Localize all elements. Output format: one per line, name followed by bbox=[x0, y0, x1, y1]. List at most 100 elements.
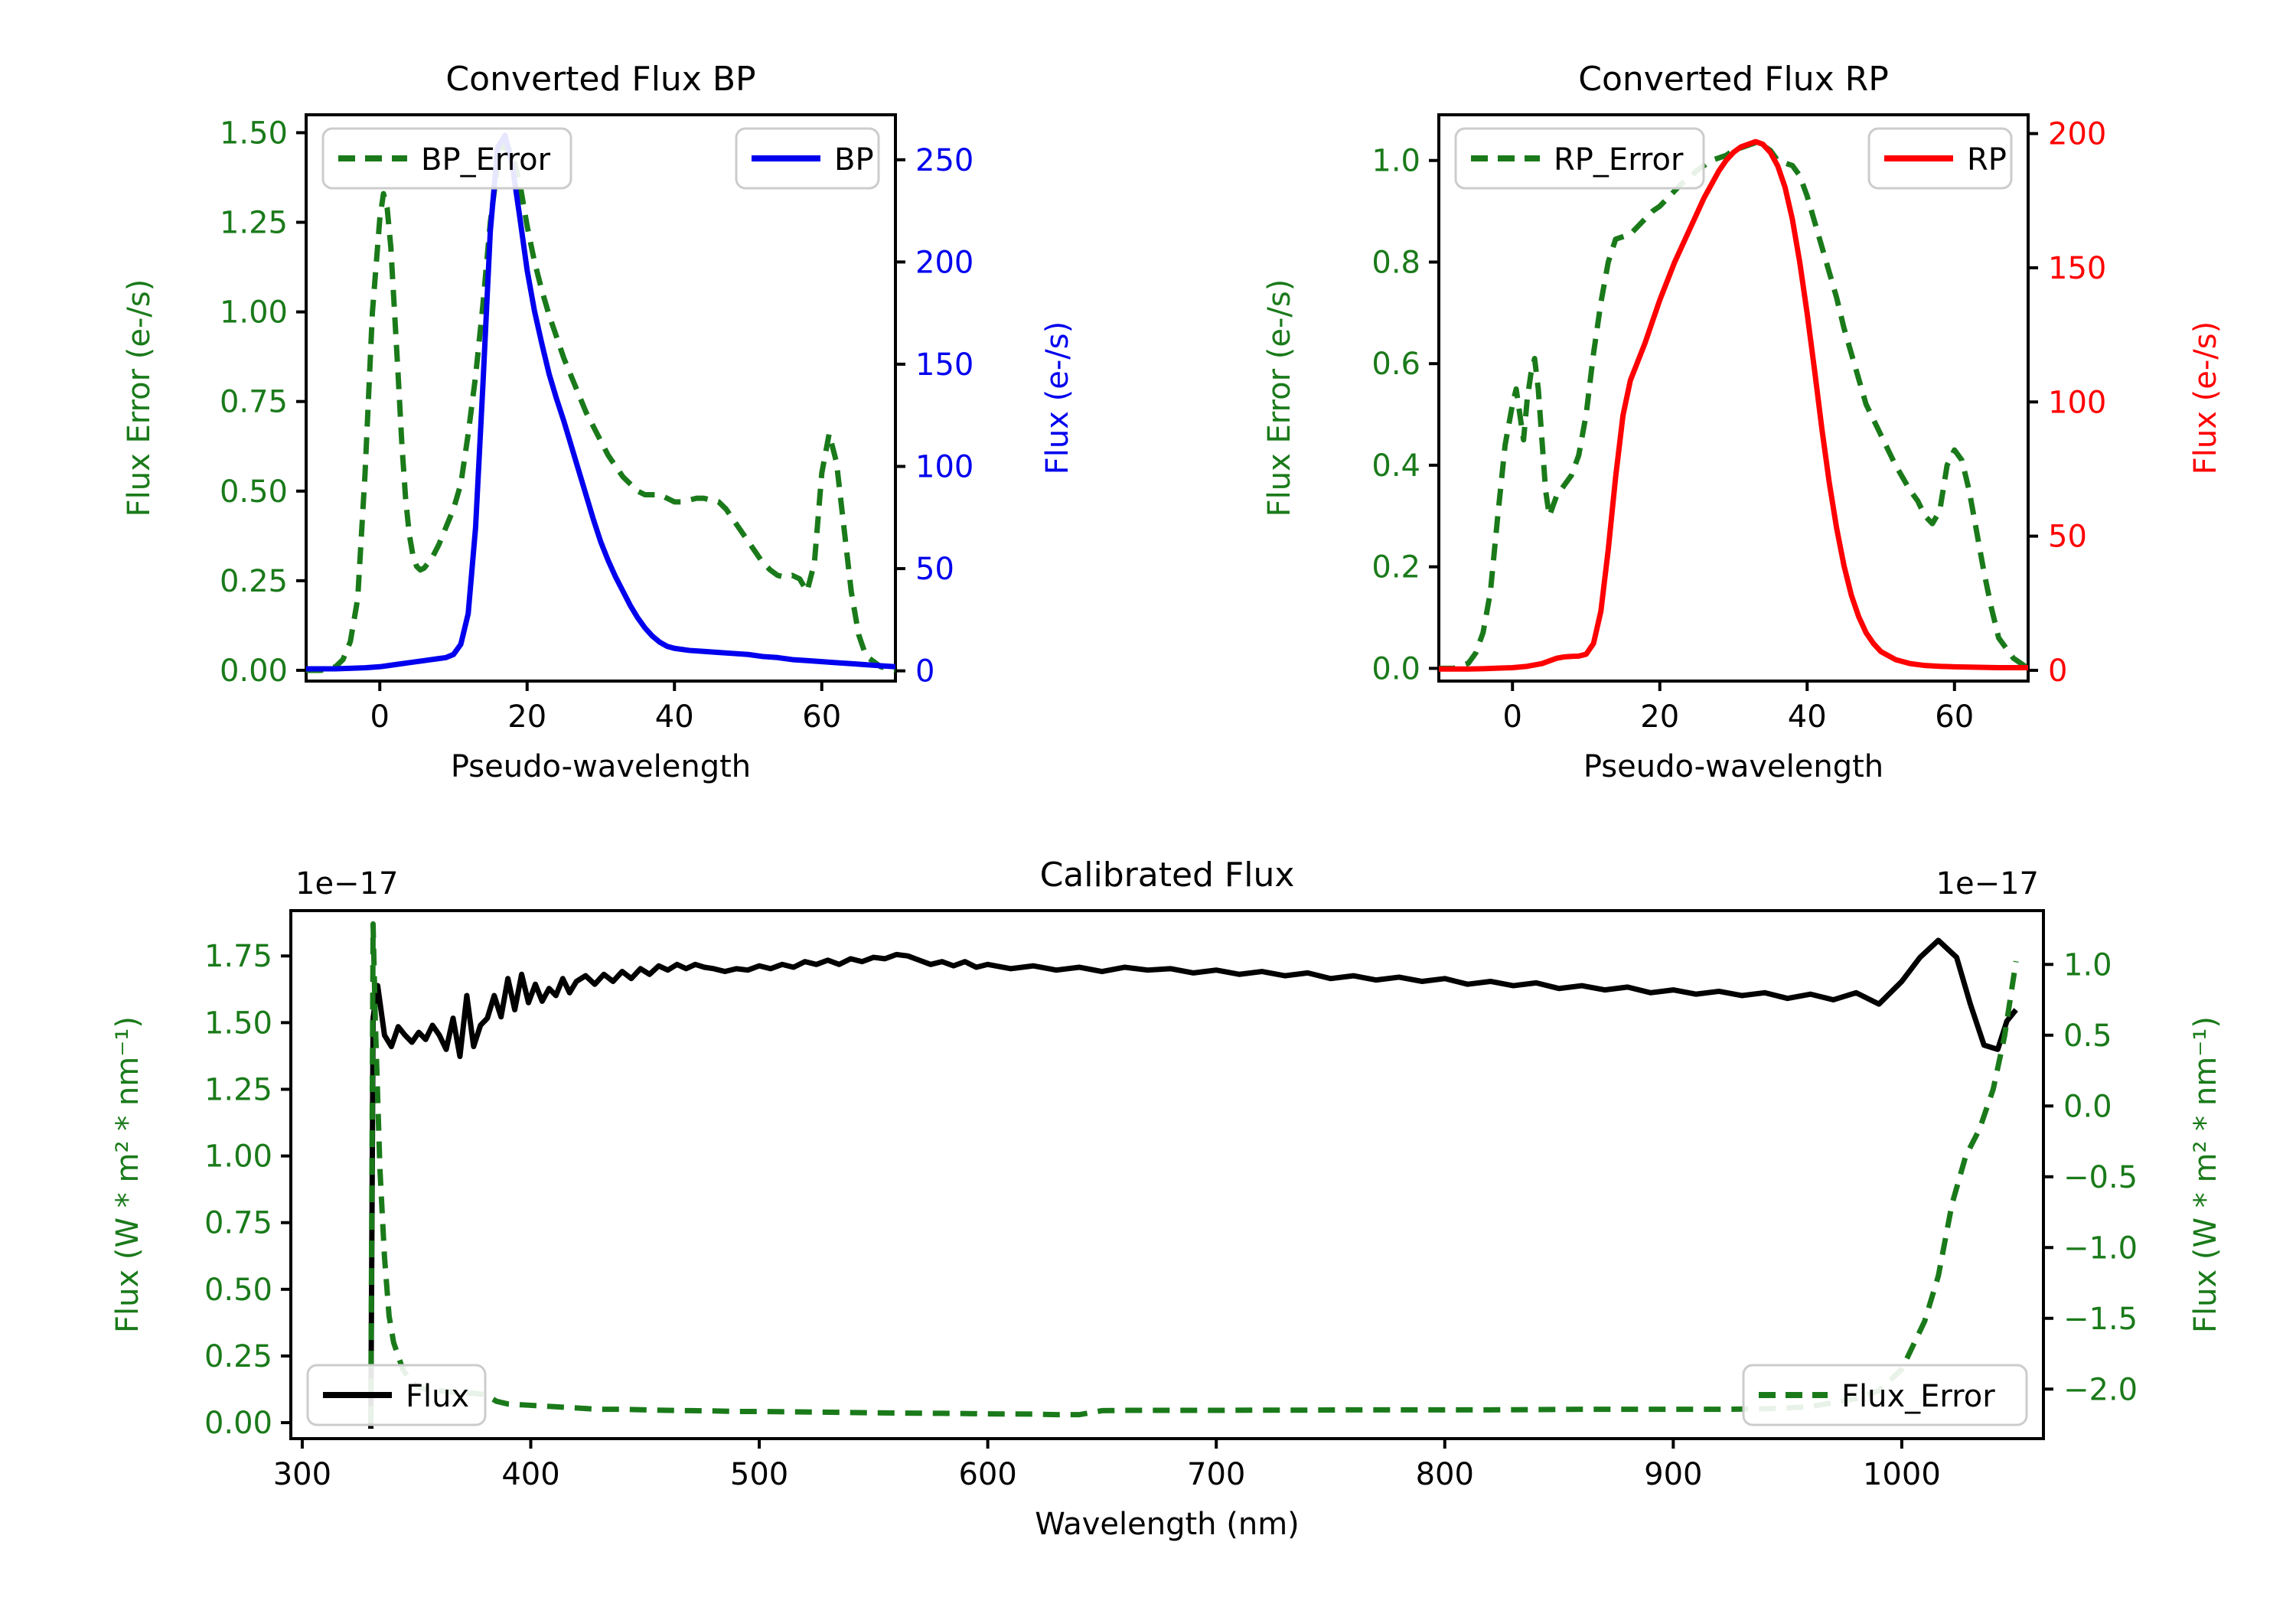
x-tick-label: 800 bbox=[1416, 1457, 1474, 1492]
legend-bp_error[interactable]: BP_Error bbox=[321, 127, 572, 190]
x-tick-label: 300 bbox=[273, 1457, 331, 1492]
y-tick-label-left: 0.50 bbox=[220, 474, 288, 510]
series-line-flux bbox=[368, 937, 2018, 1429]
legend-flux_error[interactable]: Flux_Error bbox=[1742, 1364, 2028, 1426]
y-tick-label-left: 0.25 bbox=[220, 564, 288, 599]
panel-calibrated-flux: 300 400 500 600 700 800 900 1000 0.00 0.25 0.50 0.7… bbox=[0, 842, 2296, 1607]
y-tick-label-right: 0 bbox=[915, 654, 934, 689]
x-tick-label: 40 bbox=[1788, 699, 1827, 735]
y-tick-label-left: 0.2 bbox=[1371, 550, 1420, 585]
panel-title: Calibrated Flux bbox=[1040, 856, 1295, 895]
y-tick-label-left: 1.0 bbox=[1371, 144, 1420, 179]
x-tick-label: 40 bbox=[655, 699, 694, 735]
y-tick-label-right: 200 bbox=[915, 245, 974, 280]
chart-converted-flux-bp: 0 20 40 60 0.00 0.25 0.50 0.75 1.00 1.25 1.50 0 50 10… bbox=[122, 60, 1075, 784]
y-tick-label-left: 0.6 bbox=[1371, 347, 1420, 382]
y-axis-label-left: Flux (W * m² * nm⁻¹) bbox=[110, 1016, 145, 1333]
x-tick-label: 20 bbox=[507, 699, 546, 735]
y-tick-label-left: 0.50 bbox=[204, 1273, 272, 1308]
y-tick-label-right: 200 bbox=[2048, 117, 2106, 152]
x-tick-label: 60 bbox=[802, 699, 841, 735]
legend-frame bbox=[1742, 1364, 2028, 1426]
y-tick-label-left: 1.25 bbox=[204, 1072, 272, 1107]
y-tick-label-left: 0.00 bbox=[204, 1406, 272, 1441]
y-tick-label-right: 0 bbox=[2048, 654, 2067, 689]
legend-flux[interactable]: Flux bbox=[306, 1364, 487, 1426]
series-line-bp_error bbox=[306, 140, 895, 673]
x-tick-label: 0 bbox=[370, 699, 390, 735]
legend-label: Flux_Error bbox=[1841, 1379, 1995, 1414]
y-tick-label-right: −1.0 bbox=[2063, 1231, 2138, 1266]
y-axis-label-right: Flux (W * m² * nm⁻¹) bbox=[2188, 1016, 2223, 1333]
y-axis-label-right: Flux (e-/s) bbox=[1040, 321, 1075, 474]
plot-frame bbox=[305, 113, 897, 683]
x-tick-label: 60 bbox=[1935, 699, 1974, 735]
chart-calibrated-flux: 300 400 500 600 700 800 900 1000 0.00 0.25 0.50 0.7… bbox=[110, 856, 2223, 1542]
y-tick-label-left: 0.00 bbox=[220, 654, 288, 689]
series-group bbox=[368, 921, 2019, 1429]
x-tick-label: 700 bbox=[1187, 1457, 1245, 1492]
y-tick-label-left: 1.00 bbox=[204, 1139, 272, 1175]
legend-bp[interactable]: BP bbox=[735, 127, 880, 190]
legend-label: BP_Error bbox=[421, 142, 551, 178]
legend-rp_error[interactable]: RP_Error bbox=[1454, 127, 1705, 190]
series-group bbox=[306, 132, 895, 673]
y-tick-label-right: 150 bbox=[915, 347, 974, 383]
legend-rp[interactable]: RP bbox=[1867, 127, 2013, 190]
y-tick-label-right: 0.0 bbox=[2063, 1089, 2112, 1124]
y-axis-label-left: Flux Error (e-/s) bbox=[122, 279, 157, 517]
x-tick-label: 500 bbox=[730, 1457, 788, 1492]
legend-frame bbox=[306, 1364, 487, 1426]
panel-title: Converted Flux RP bbox=[1578, 60, 1889, 99]
y-tick-label-left: 1.50 bbox=[220, 116, 288, 151]
y-tick-label-right: 150 bbox=[2048, 251, 2106, 286]
panel-converted-flux-rp: 0 20 40 60 0.0 0.2 0.4 0.6 0.8 1.0 0 50 100 150 200 Con… bbox=[1148, 60, 2296, 849]
legend-label: RP_Error bbox=[1554, 142, 1684, 178]
y-tick-label-right: 100 bbox=[2048, 385, 2106, 420]
y-tick-label-left: 0.25 bbox=[204, 1339, 272, 1374]
y-axis-label-left: Flux Error (e-/s) bbox=[1262, 279, 1297, 517]
y-tick-label-right: −2.0 bbox=[2063, 1372, 2138, 1407]
y-tick-label-right: −0.5 bbox=[2063, 1160, 2138, 1195]
x-tick-label: 900 bbox=[1644, 1457, 1702, 1492]
y-tick-label-left: 0.4 bbox=[1371, 448, 1420, 484]
series-group bbox=[1439, 139, 2028, 672]
x-axis-label: Pseudo-wavelength bbox=[1583, 749, 1883, 784]
plot-frame bbox=[1437, 113, 2030, 683]
series-line-bp bbox=[306, 132, 895, 672]
offset-text-left: 1e−17 bbox=[295, 866, 398, 901]
x-tick-label: 20 bbox=[1640, 699, 1679, 735]
y-tick-label-right: 100 bbox=[915, 449, 974, 484]
y-tick-label-left: 0.8 bbox=[1371, 245, 1420, 280]
plot-frame bbox=[289, 909, 2045, 1440]
y-tick-label-right: 1.0 bbox=[2063, 947, 2112, 983]
legend-label: Flux bbox=[406, 1379, 469, 1414]
x-tick-label: 1000 bbox=[1863, 1457, 1941, 1492]
y-tick-label-right: −1.5 bbox=[2063, 1302, 2138, 1337]
x-axis-label: Pseudo-wavelength bbox=[451, 749, 751, 784]
x-tick-label: 600 bbox=[958, 1457, 1016, 1492]
y-tick-label-left: 0.0 bbox=[1371, 651, 1420, 686]
series-line-rp bbox=[1439, 139, 2028, 672]
y-tick-label-right: 50 bbox=[915, 552, 954, 587]
legend-frame bbox=[1454, 127, 1705, 190]
x-tick-label: 0 bbox=[1503, 699, 1522, 735]
legend-frame bbox=[321, 127, 572, 190]
y-axis-label-right: Flux (e-/s) bbox=[2188, 321, 2223, 474]
y-tick-label-left: 0.75 bbox=[220, 385, 288, 420]
y-tick-label-left: 1.75 bbox=[204, 939, 272, 974]
legend-label: RP bbox=[1967, 142, 2007, 178]
x-tick-label: 400 bbox=[501, 1457, 559, 1492]
y-tick-label-left: 1.00 bbox=[220, 295, 288, 331]
series-line-rp_error bbox=[1439, 140, 2028, 671]
y-tick-label-left: 0.75 bbox=[204, 1206, 272, 1241]
y-tick-label-left: 1.25 bbox=[220, 206, 288, 241]
chart-converted-flux-rp: 0 20 40 60 0.0 0.2 0.4 0.6 0.8 1.0 0 50 100 150 200 Con… bbox=[1262, 60, 2223, 784]
panel-converted-flux-bp: 0 20 40 60 0.00 0.25 0.50 0.75 1.00 1.25 1.50 0 50 10… bbox=[0, 60, 1148, 849]
series-line-flux_error bbox=[368, 921, 2019, 1423]
x-axis-label: Wavelength (nm) bbox=[1035, 1507, 1300, 1542]
y-tick-label-right: 50 bbox=[2048, 520, 2087, 555]
panel-title: Converted Flux BP bbox=[445, 60, 755, 99]
y-tick-label-right: 250 bbox=[915, 143, 974, 178]
